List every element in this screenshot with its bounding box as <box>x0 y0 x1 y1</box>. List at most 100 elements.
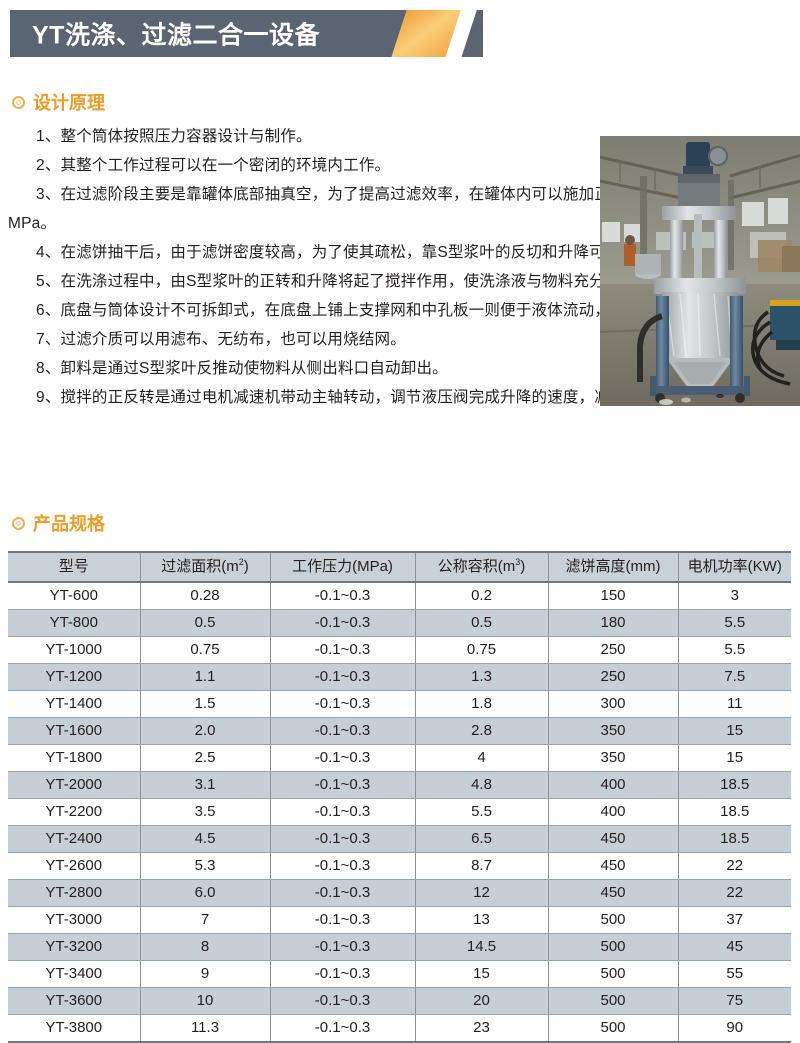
cell-filter-area: 6.0 <box>139 879 270 907</box>
cell-filter-area: 0.75 <box>139 636 270 664</box>
cell-model: YT-2400 <box>8 825 140 853</box>
cell-nominal-volume: 4.8 <box>414 771 548 799</box>
cell-working-pressure: -0.1~0.3 <box>269 852 415 880</box>
cell-model: YT-1400 <box>8 690 140 718</box>
principle-item: 8、卸料是通过S型浆叶反推动使物料从侧出料口自动卸出。 <box>36 360 448 377</box>
table-row: YT-3400 9 -0.1~0.3 15 500 55 <box>8 960 791 988</box>
cell-model: YT-2800 <box>8 879 140 907</box>
cell-motor-power: 18.5 <box>677 771 791 799</box>
cell-model: YT-1000 <box>8 636 140 664</box>
principle-item: 1、整个筒体按照压力容器设计与制作。 <box>36 128 312 145</box>
cell-filter-area: 8 <box>139 933 270 961</box>
cell-working-pressure: -0.1~0.3 <box>269 744 415 772</box>
principle-item: 4、在滤饼抽干后，由于滤饼密度较高，为了使其疏松，靠S型浆叶的反切和升降可以把滤… <box>36 244 715 261</box>
cell-model: YT-3200 <box>8 933 140 961</box>
cell-motor-power: 75 <box>677 987 791 1015</box>
cell-nominal-volume: 13 <box>414 906 548 934</box>
cell-filter-area: 10 <box>139 987 270 1015</box>
cell-nominal-volume: 15 <box>414 960 548 988</box>
table-row: YT-1000 0.75 -0.1~0.3 0.75 250 5.5 <box>8 636 791 664</box>
cell-cake-height: 500 <box>547 960 678 988</box>
table-row: YT-600 0.28 -0.1~0.3 0.2 150 3 <box>8 582 791 610</box>
cell-motor-power: 3 <box>677 582 791 610</box>
section-heading-label: 设计原理 <box>33 93 105 113</box>
cell-motor-power: 11 <box>677 690 791 718</box>
table-row: YT-2800 6.0 -0.1~0.3 12 450 22 <box>8 879 791 907</box>
cell-cake-height: 450 <box>547 825 678 853</box>
cell-cake-height: 500 <box>547 1014 678 1043</box>
cell-filter-area: 3.1 <box>139 771 270 799</box>
table-row: YT-2600 5.3 -0.1~0.3 8.7 450 22 <box>8 852 791 880</box>
principle-item: 3、在过滤阶段主要是靠罐体底部抽真空，为了提高过滤效率，在罐体内可以施加正压，一… <box>8 186 743 232</box>
cell-model: YT-1200 <box>8 663 140 691</box>
section-heading-design-principle: 设计原理 <box>12 89 105 115</box>
cell-filter-area: 4.5 <box>139 825 270 853</box>
table-row: YT-1400 1.5 -0.1~0.3 1.8 300 11 <box>8 690 791 718</box>
table-row: YT-1200 1.1 -0.1~0.3 1.3 250 7.5 <box>8 663 791 691</box>
cell-cake-height: 350 <box>547 717 678 745</box>
cell-filter-area: 1.1 <box>139 663 270 691</box>
cell-filter-area: 3.5 <box>139 798 270 826</box>
cell-nominal-volume: 5.5 <box>414 798 548 826</box>
table-header: 型号 过滤面积(m2) 工作压力(MPa) 公称容积(m3) 滤饼高度(mm) … <box>8 551 791 583</box>
cell-filter-area: 1.5 <box>139 690 270 718</box>
cell-working-pressure: -0.1~0.3 <box>269 663 415 691</box>
cell-filter-area: 0.5 <box>139 609 270 637</box>
table-row: YT-1800 2.5 -0.1~0.3 4 350 15 <box>8 744 791 772</box>
cell-cake-height: 400 <box>547 798 678 826</box>
page-title: YT洗涤、过滤二合一设备 <box>32 20 320 49</box>
cell-nominal-volume: 0.75 <box>414 636 548 664</box>
cell-motor-power: 90 <box>677 1014 791 1043</box>
cell-motor-power: 37 <box>677 906 791 934</box>
column-header-filter-area: 过滤面积(m2) <box>139 551 270 583</box>
table-header-row: 型号 过滤面积(m2) 工作压力(MPa) 公称容积(m3) 滤饼高度(mm) … <box>8 551 791 583</box>
principle-item: 7、过滤介质可以用滤布、无纺布，也可以用烧结网。 <box>36 331 406 348</box>
cell-nominal-volume: 1.3 <box>414 663 548 691</box>
table-row: YT-3600 10 -0.1~0.3 20 500 75 <box>8 987 791 1015</box>
cell-working-pressure: -0.1~0.3 <box>269 960 415 988</box>
cell-filter-area: 5.3 <box>139 852 270 880</box>
cell-nominal-volume: 20 <box>414 987 548 1015</box>
cell-model: YT-800 <box>8 609 140 637</box>
cell-working-pressure: -0.1~0.3 <box>269 825 415 853</box>
cell-nominal-volume: 14.5 <box>414 933 548 961</box>
cell-filter-area: 0.28 <box>139 582 270 610</box>
cell-model: YT-600 <box>8 582 140 610</box>
column-header-cake-height: 滤饼高度(mm) <box>547 551 678 583</box>
cell-model: YT-3800 <box>8 1014 140 1043</box>
column-header-working-pressure: 工作压力(MPa) <box>269 551 415 583</box>
principle-item: 9、搅拌的正反转是通过电机减速机带动主轴转动，调节液压阀完成升降的速度，减速机可… <box>36 389 783 406</box>
table-row: YT-2000 3.1 -0.1~0.3 4.8 400 18.5 <box>8 771 791 799</box>
cell-cake-height: 180 <box>547 609 678 637</box>
cell-nominal-volume: 12 <box>414 879 548 907</box>
cell-model: YT-1800 <box>8 744 140 772</box>
cell-working-pressure: -0.1~0.3 <box>269 906 415 934</box>
cell-filter-area: 11.3 <box>139 1014 270 1043</box>
cell-model: YT-1600 <box>8 717 140 745</box>
principle-item: 2、其整个工作过程可以在一个密闭的环境内工作。 <box>36 157 391 174</box>
cell-cake-height: 500 <box>547 906 678 934</box>
cell-nominal-volume: 4 <box>414 744 548 772</box>
table-row: YT-2400 4.5 -0.1~0.3 6.5 450 18.5 <box>8 825 791 853</box>
cell-cake-height: 300 <box>547 690 678 718</box>
column-header-motor-power: 电机功率(KW) <box>677 551 791 583</box>
superscript-2: 2 <box>238 557 244 568</box>
cell-motor-power: 5.5 <box>677 636 791 664</box>
product-spec-table-wrapper: 型号 过滤面积(m2) 工作压力(MPa) 公称容积(m3) 滤饼高度(mm) … <box>8 551 791 1043</box>
cell-cake-height: 500 <box>547 987 678 1015</box>
product-photo-illustration <box>600 136 800 406</box>
cell-model: YT-2000 <box>8 771 140 799</box>
ring-icon <box>12 95 25 109</box>
cell-working-pressure: -0.1~0.3 <box>269 771 415 799</box>
cell-motor-power: 55 <box>677 960 791 988</box>
cell-working-pressure: -0.1~0.3 <box>269 798 415 826</box>
ring-icon <box>12 516 25 530</box>
cell-filter-area: 2.0 <box>139 717 270 745</box>
cell-filter-area: 9 <box>139 960 270 988</box>
page-title-banner: YT洗涤、过滤二合一设备 <box>10 10 483 57</box>
cell-cake-height: 500 <box>547 933 678 961</box>
table-row: YT-3800 11.3 -0.1~0.3 23 500 90 <box>8 1014 791 1043</box>
cell-motor-power: 15 <box>677 717 791 745</box>
table-row: YT-2200 3.5 -0.1~0.3 5.5 400 18.5 <box>8 798 791 826</box>
cell-working-pressure: -0.1~0.3 <box>269 987 415 1015</box>
